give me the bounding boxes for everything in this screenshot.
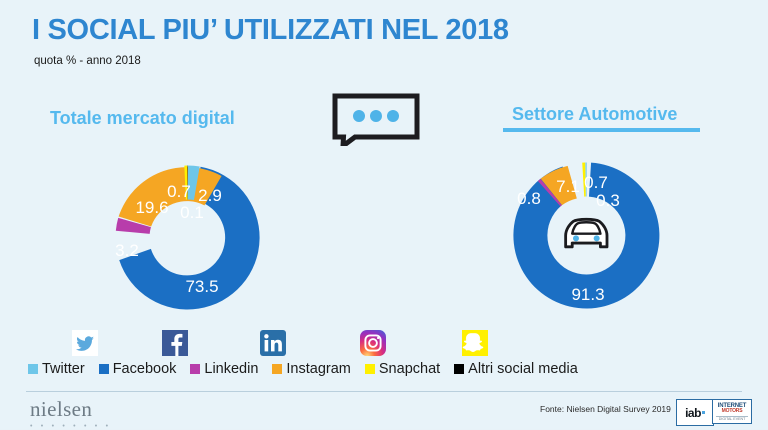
slice-value-instagram: 7.1 bbox=[556, 177, 580, 196]
legend-swatch-twitter bbox=[28, 364, 38, 374]
internet-motors-logo: INTERNET MOTORS DIGITAL EVENT bbox=[712, 399, 752, 424]
legend-item-instagram[interactable]: Instagram bbox=[272, 361, 350, 377]
iab-label: iab bbox=[685, 406, 701, 420]
car-icon bbox=[566, 219, 607, 246]
twitter-icon bbox=[72, 330, 98, 356]
slice-value-instagram: 19.6 bbox=[135, 198, 168, 217]
source-note: Fonte: Nielsen Digital Survey 2019 bbox=[540, 404, 671, 414]
slice-value-facebook: 73.5 bbox=[185, 277, 218, 296]
slice-value-twitter: 0.3 bbox=[596, 191, 620, 210]
iab-dot bbox=[702, 411, 705, 414]
legend-swatch-instagram bbox=[272, 364, 282, 374]
snapchat-icon bbox=[462, 330, 488, 356]
legend-item-linkedin[interactable]: Linkedin bbox=[190, 361, 258, 377]
speech-bubble-icon bbox=[332, 93, 420, 146]
chart-heading-total-digital: Totale mercato digital bbox=[50, 108, 235, 129]
chart-legend: Twitter Facebook Linkedin Instagram Snap… bbox=[28, 361, 578, 377]
legend-label: Snapchat bbox=[379, 361, 440, 377]
im-line-2: MOTORS bbox=[713, 409, 751, 414]
legend-label: Altri social media bbox=[468, 361, 578, 377]
legend-item-twitter[interactable]: Twitter bbox=[28, 361, 85, 377]
im-line-3: DIGITAL EVENT bbox=[716, 416, 748, 422]
page-subtitle: quota % - anno 2018 bbox=[34, 55, 141, 67]
legend-swatch-snapchat bbox=[365, 364, 375, 374]
legend-swatch-other-social bbox=[454, 364, 464, 374]
footer-divider bbox=[26, 391, 742, 392]
legend-item-facebook[interactable]: Facebook bbox=[99, 361, 177, 377]
legend-swatch-linkedin bbox=[190, 364, 200, 374]
nielsen-wordmark: nielsen bbox=[30, 399, 134, 420]
chart-heading-automotive: Settore Automotive bbox=[512, 104, 677, 125]
legend-label: Instagram bbox=[286, 361, 350, 377]
slice-value-other: 0.1 bbox=[180, 203, 204, 222]
linkedin-icon bbox=[260, 330, 286, 356]
legend-item-snapchat[interactable]: Snapchat bbox=[365, 361, 440, 377]
slice-value-snapchat: 0.7 bbox=[167, 182, 191, 201]
legend-label: Twitter bbox=[42, 361, 85, 377]
brand-icon-row bbox=[0, 330, 768, 358]
legend-item-other-social[interactable]: Altri social media bbox=[454, 361, 578, 377]
donut-chart-total-digital: 2.9 73.5 3.2 19.6 0.7 0.1 bbox=[110, 160, 265, 315]
iab-logo: iab bbox=[676, 399, 714, 426]
instagram-icon bbox=[360, 330, 386, 356]
heading-underline bbox=[503, 128, 700, 132]
page-title: I SOCIAL PIU’ UTILIZZATI NEL 2018 bbox=[32, 14, 509, 47]
legend-swatch-facebook bbox=[99, 364, 109, 374]
slice-value-linkedin: 3.2 bbox=[115, 241, 139, 260]
nielsen-logo: nielsen • • • • • • • • bbox=[30, 399, 134, 430]
legend-label: Linkedin bbox=[204, 361, 258, 377]
slice-value-facebook: 91.3 bbox=[571, 285, 604, 304]
donut-chart-automotive: 0.3 91.3 0.8 7.1 0.7 bbox=[508, 157, 665, 314]
facebook-icon bbox=[162, 330, 188, 356]
slice-value-linkedin: 0.8 bbox=[517, 189, 541, 208]
slice-value-snapchat: 0.7 bbox=[584, 173, 608, 192]
legend-label: Facebook bbox=[113, 361, 177, 377]
